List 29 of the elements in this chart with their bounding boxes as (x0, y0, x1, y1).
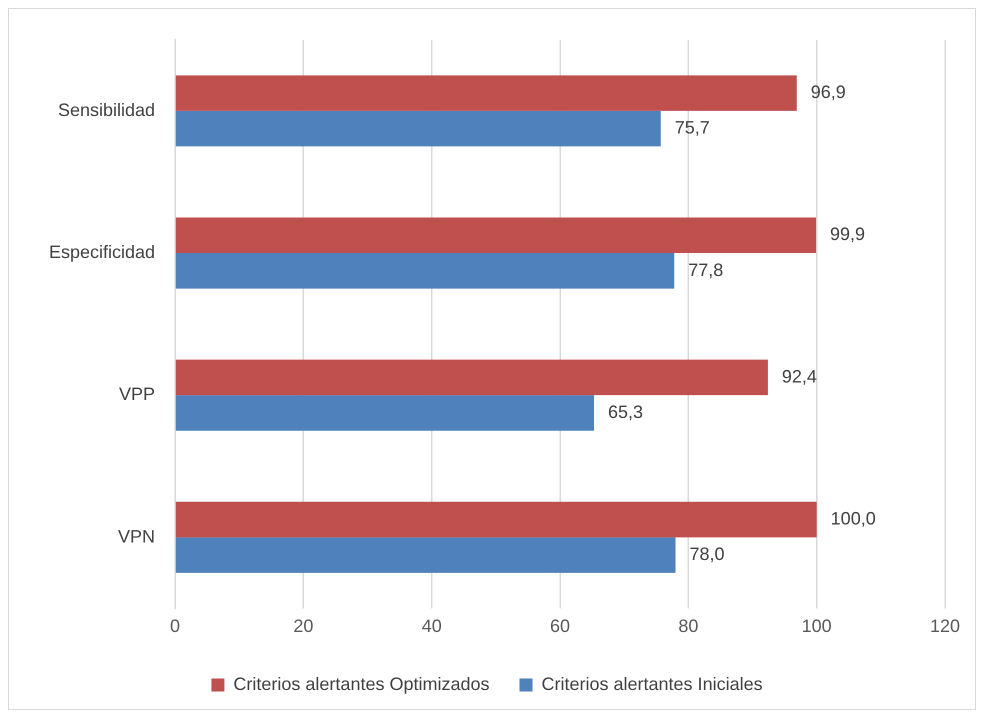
y-tick-label: Especificidad (48, 242, 156, 262)
y-tick-label: VPP (119, 384, 156, 404)
y-tick-label: VPN (118, 526, 156, 546)
x-tick-label: 40 (422, 616, 442, 636)
data-label: 65,3 (608, 402, 644, 422)
legend-label: Criterios alertantes Optimizados (233, 674, 490, 694)
data-label: 78,0 (690, 544, 725, 564)
bar (176, 75, 797, 111)
data-label: 92,4 (782, 366, 817, 386)
x-tick-label: 80 (678, 616, 698, 636)
x-tick-label: 60 (550, 616, 570, 636)
x-tick-label: 120 (930, 616, 960, 636)
bar (176, 217, 816, 254)
bar (176, 110, 661, 146)
x-tick-label: 100 (802, 616, 832, 636)
y-tick-label: Sensibilidad (58, 100, 156, 120)
bar (176, 502, 817, 538)
bar (176, 253, 674, 289)
data-label: 96,9 (810, 82, 846, 102)
bar (176, 395, 594, 431)
x-tick-label: 0 (170, 616, 180, 636)
data-label: 99,9 (830, 224, 866, 244)
x-tick-label: 20 (293, 616, 314, 636)
bar (176, 537, 676, 573)
data-label: 77,8 (688, 260, 724, 280)
data-label: 100,0 (830, 508, 876, 529)
data-label: 75,7 (674, 118, 710, 138)
legend-label: Criterios alertantes Iniciales (542, 674, 763, 694)
bar (176, 360, 768, 396)
